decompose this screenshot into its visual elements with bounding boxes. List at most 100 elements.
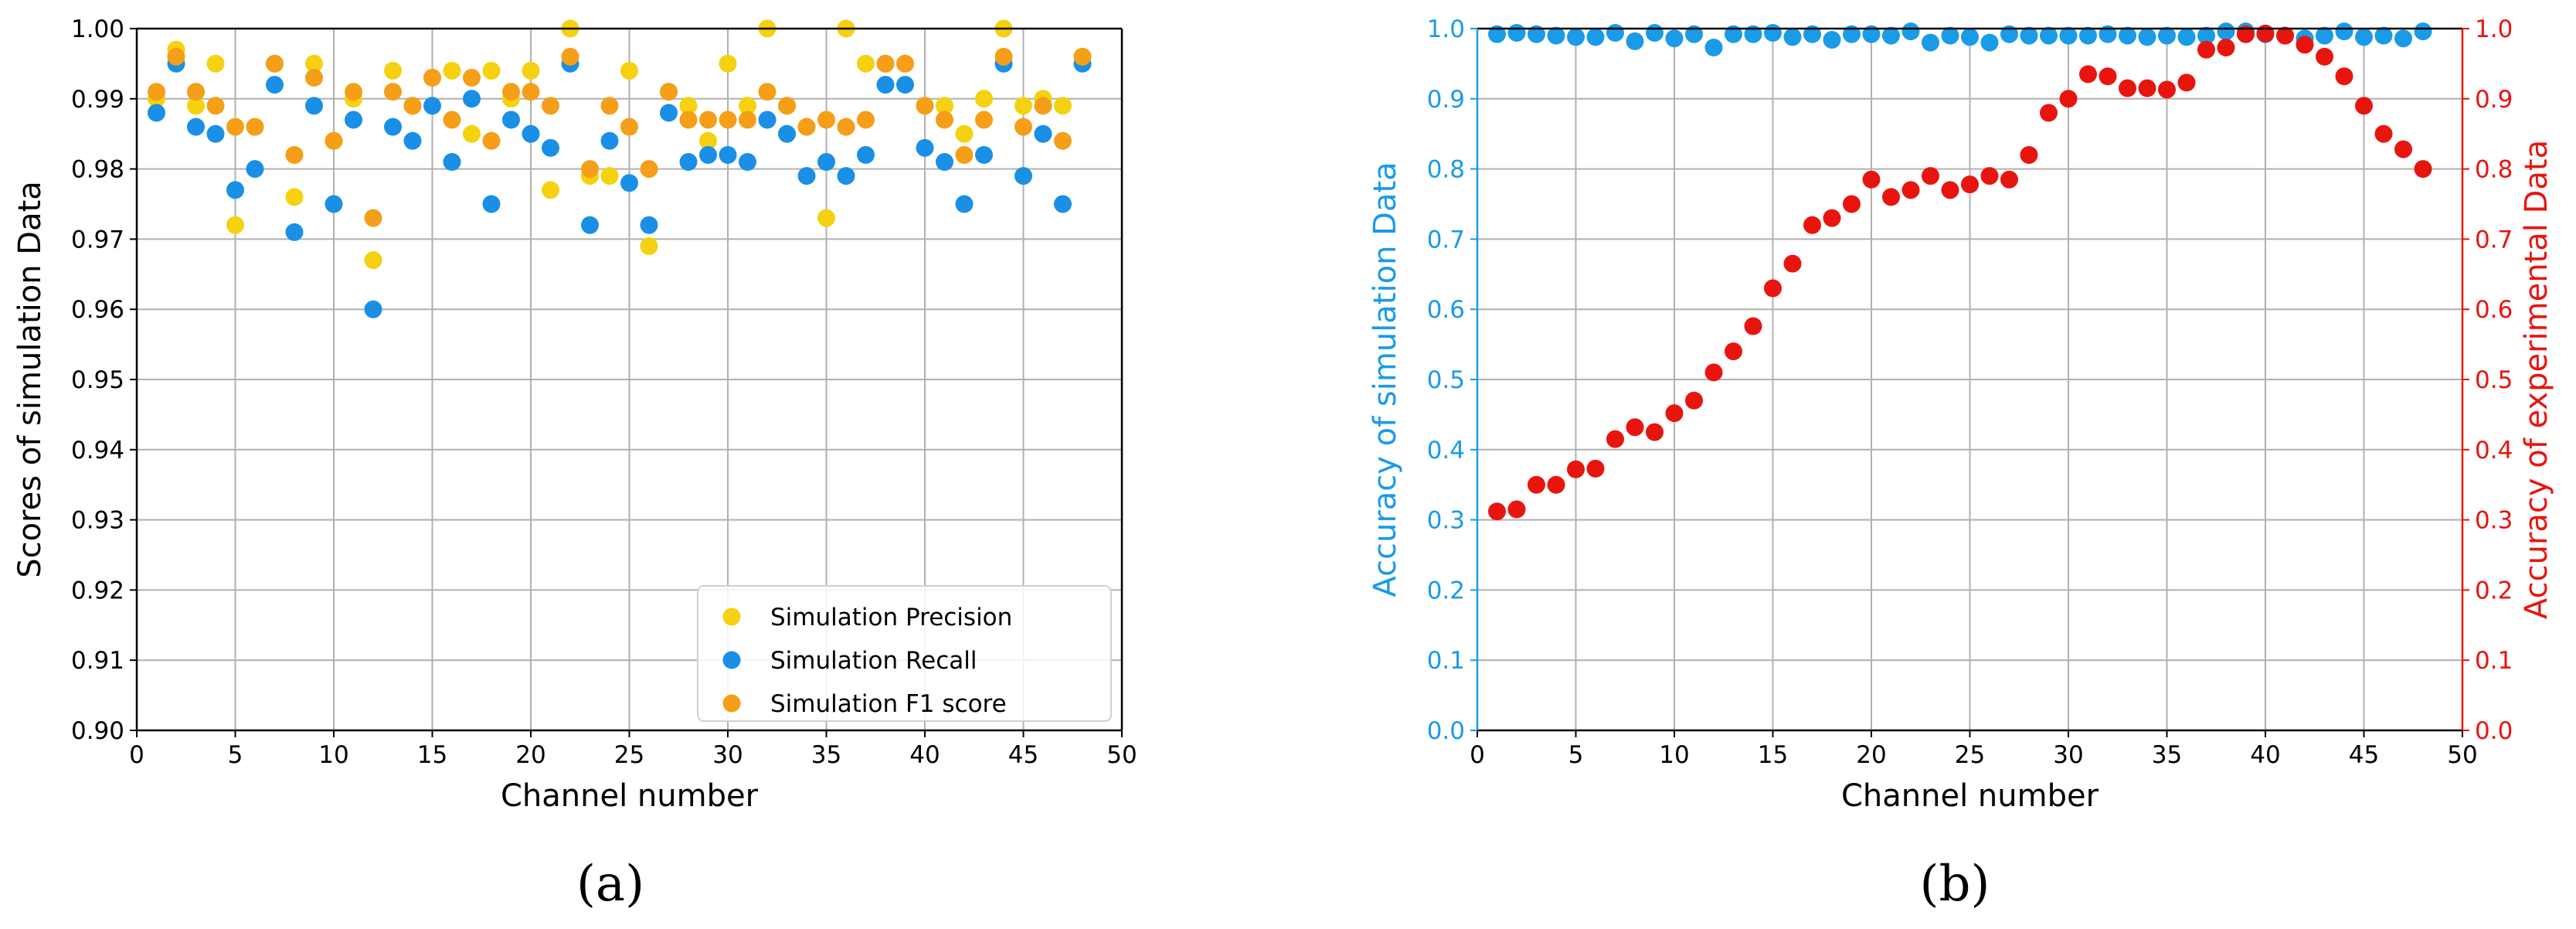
data-point bbox=[325, 195, 343, 213]
data-point bbox=[2414, 160, 2432, 179]
data-point bbox=[1744, 317, 1762, 335]
data-point bbox=[1034, 124, 1052, 143]
x-tick-label: 30 bbox=[712, 741, 743, 769]
data-point bbox=[1646, 23, 1664, 42]
data-point bbox=[1862, 25, 1881, 43]
data-point bbox=[482, 61, 501, 80]
y-tick-label: 0.7 bbox=[1427, 226, 1465, 254]
data-point bbox=[2256, 24, 2275, 43]
data-point bbox=[443, 111, 461, 129]
data-point bbox=[187, 117, 205, 136]
legend-marker bbox=[722, 651, 741, 669]
x-tick-label: 0 bbox=[1470, 741, 1485, 769]
data-point bbox=[403, 131, 422, 150]
data-point bbox=[2355, 28, 2373, 46]
data-point bbox=[2138, 28, 2156, 46]
data-point bbox=[797, 117, 816, 136]
x-tick-label: 40 bbox=[909, 741, 940, 769]
data-point bbox=[955, 195, 974, 213]
data-point bbox=[2158, 80, 2176, 99]
data-point bbox=[502, 111, 520, 129]
data-point bbox=[1725, 25, 1742, 43]
data-point bbox=[1823, 31, 1841, 49]
data-point bbox=[758, 111, 777, 129]
data-point bbox=[167, 47, 185, 66]
data-point bbox=[936, 153, 953, 172]
data-point bbox=[2355, 97, 2373, 115]
data-point bbox=[285, 188, 304, 206]
x-tick-label: 25 bbox=[1955, 741, 1985, 769]
data-point bbox=[1685, 25, 1703, 43]
x-tick-label: 20 bbox=[515, 741, 545, 769]
data-point bbox=[600, 167, 619, 185]
data-point bbox=[1073, 47, 1092, 66]
data-point bbox=[2177, 28, 2196, 46]
data-point bbox=[246, 160, 264, 179]
data-point bbox=[187, 83, 205, 101]
data-point bbox=[2079, 26, 2097, 45]
y-tick-label: 1.00 bbox=[71, 15, 124, 43]
y-right-tick-label: 1.0 bbox=[2475, 15, 2513, 43]
data-point bbox=[581, 216, 599, 234]
data-point bbox=[1034, 97, 1052, 115]
data-point bbox=[187, 97, 205, 115]
data-point bbox=[699, 111, 717, 129]
data-point bbox=[640, 216, 658, 234]
x-tick-label: 40 bbox=[2250, 741, 2280, 769]
legend: Simulation Precision Simulation Recall Sim… bbox=[697, 585, 1112, 722]
data-point bbox=[2099, 67, 2117, 86]
x-tick-label: 0 bbox=[129, 741, 144, 769]
data-point bbox=[266, 76, 284, 94]
data-point bbox=[1528, 25, 1545, 43]
data-point bbox=[916, 138, 934, 157]
legend-entry: Simulation F1 score bbox=[770, 690, 1007, 718]
data-point bbox=[2059, 26, 2078, 45]
data-point bbox=[876, 54, 895, 73]
data-point bbox=[955, 124, 974, 143]
x-tick-label: 35 bbox=[811, 741, 841, 769]
data-point bbox=[423, 97, 441, 115]
y-tick-label: 0.97 bbox=[71, 226, 124, 254]
data-point bbox=[1803, 216, 1821, 234]
data-point bbox=[1961, 175, 1979, 194]
data-point bbox=[1922, 167, 1939, 185]
y-tick-label: 0.8 bbox=[1427, 156, 1465, 184]
data-point bbox=[2040, 26, 2058, 45]
data-point bbox=[1961, 28, 1979, 46]
data-point bbox=[482, 131, 501, 150]
data-point bbox=[206, 97, 225, 115]
data-point bbox=[1882, 188, 1900, 206]
data-point bbox=[2119, 79, 2136, 97]
data-point bbox=[2119, 26, 2136, 45]
y-tick-label: 0.91 bbox=[71, 647, 124, 675]
y-right-tick-label: 0.9 bbox=[2475, 86, 2513, 114]
x-axis-label: Channel number bbox=[1841, 778, 2099, 814]
data-point bbox=[1725, 342, 1742, 361]
y-axis-label: Scores of simulation Data bbox=[12, 181, 48, 578]
data-point bbox=[1980, 167, 1999, 185]
data-point bbox=[522, 124, 540, 143]
data-point bbox=[1744, 25, 1762, 43]
data-point bbox=[2020, 26, 2038, 45]
data-point bbox=[620, 174, 638, 192]
data-point bbox=[482, 195, 501, 213]
x-tick-label: 50 bbox=[2447, 741, 2477, 769]
data-point bbox=[1665, 404, 1684, 423]
data-point bbox=[305, 69, 323, 87]
data-point bbox=[1783, 28, 1802, 46]
data-point bbox=[384, 117, 402, 136]
data-point bbox=[719, 111, 737, 129]
data-point bbox=[1764, 23, 1782, 42]
data-point bbox=[1704, 39, 1723, 57]
data-point bbox=[364, 209, 382, 227]
data-point bbox=[2059, 90, 2078, 108]
data-point bbox=[620, 117, 638, 136]
data-point bbox=[660, 104, 678, 122]
y-tick-label: 0.96 bbox=[71, 296, 124, 324]
y-tick-label: 1.0 bbox=[1427, 15, 1465, 43]
data-point bbox=[1547, 475, 1565, 494]
data-point bbox=[1567, 460, 1585, 478]
data-point bbox=[1941, 26, 1959, 45]
data-point bbox=[1665, 29, 1684, 48]
data-point bbox=[561, 47, 579, 66]
